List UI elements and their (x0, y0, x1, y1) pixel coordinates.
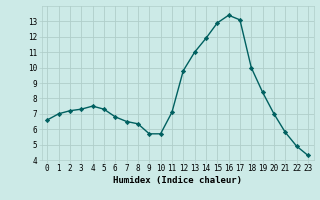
X-axis label: Humidex (Indice chaleur): Humidex (Indice chaleur) (113, 176, 242, 185)
